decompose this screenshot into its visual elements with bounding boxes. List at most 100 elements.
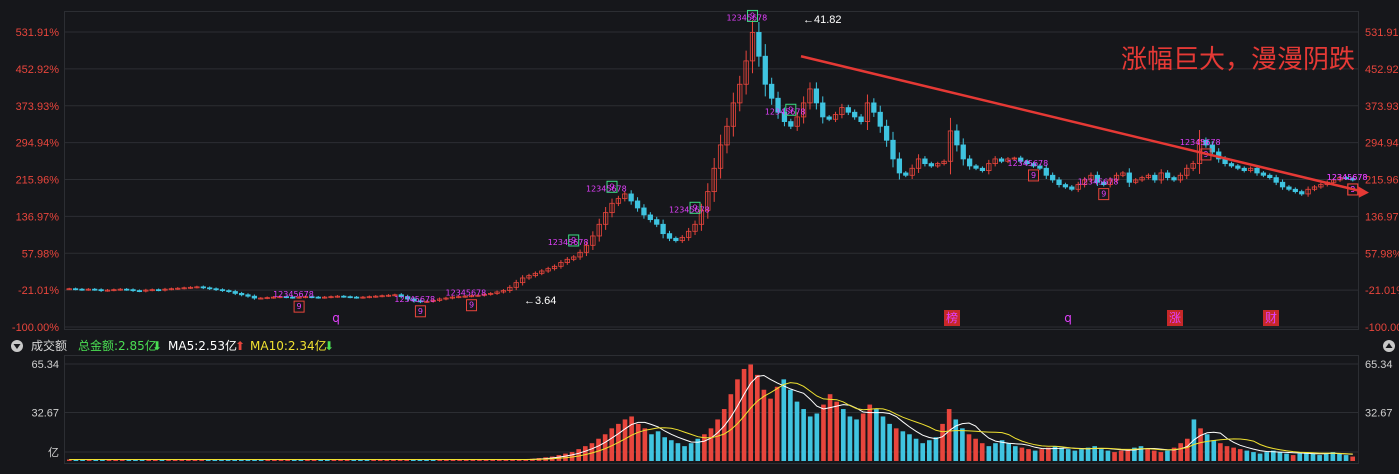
volume-bar	[1158, 452, 1164, 461]
y-tick-label: 215.96%	[1365, 175, 1399, 187]
up-arrow-icon: ⬆	[235, 339, 245, 353]
candle-body	[1050, 174, 1056, 181]
candle-body	[992, 158, 998, 165]
candle-body	[1305, 188, 1311, 195]
volume-bar	[397, 459, 403, 461]
candle-body	[928, 163, 934, 167]
candle-body	[72, 288, 79, 291]
candle-body	[481, 293, 487, 296]
volume-bar	[1065, 449, 1071, 461]
volume-bar	[840, 409, 846, 461]
td-marker-label: 9	[750, 11, 755, 20]
candle-body	[583, 244, 590, 253]
event-marker-label: q	[1064, 311, 1072, 325]
candle-body	[417, 300, 424, 303]
td-count-label: 12345678	[1008, 159, 1049, 168]
candle-body	[692, 223, 698, 232]
volume-bar	[834, 401, 840, 461]
volume-bars	[66, 364, 1356, 461]
candle-body	[1133, 179, 1139, 183]
candle-body	[111, 289, 117, 292]
volume-bar	[794, 401, 800, 461]
down-arrow-icon: ⬇	[324, 339, 334, 353]
candle-body	[673, 237, 679, 242]
td-marker-label: 9	[692, 203, 697, 212]
candle-body	[85, 288, 91, 291]
volume-bar	[728, 394, 734, 461]
volume-bar	[496, 459, 502, 461]
volume-bar	[1125, 449, 1131, 461]
volume-bar	[688, 443, 694, 461]
volume-bar	[1098, 449, 1104, 461]
candle-body	[1120, 172, 1126, 176]
volume-bar	[867, 404, 873, 461]
candle-body	[1343, 177, 1350, 180]
td-count-label: 12345678	[394, 295, 435, 304]
volume-bar	[900, 431, 906, 461]
candle-body	[1158, 172, 1164, 181]
volume-label: 成交额	[31, 338, 67, 353]
candle-body	[628, 193, 634, 202]
candle-body	[954, 130, 960, 146]
volume-tick-label: 32.67	[1365, 408, 1393, 420]
volume-bar	[761, 389, 767, 461]
volume-tick-label: 32.67	[31, 408, 59, 420]
candle-body	[488, 292, 494, 295]
candle-body	[245, 294, 251, 297]
y-tick-label: 136.97%	[1365, 211, 1399, 223]
y-axis-left: 531.91% 452.92% 373.93% 294.94% 215.96% 136.9…	[12, 27, 59, 334]
volume-bar	[516, 459, 522, 461]
candle-body	[392, 294, 398, 297]
volume-bar	[93, 459, 99, 461]
volume-bar	[1290, 455, 1296, 461]
volume-bar	[477, 459, 482, 461]
volume-bar	[702, 434, 707, 461]
candle-body	[1145, 174, 1152, 179]
candle-body	[724, 125, 730, 146]
candlestick-series	[66, 20, 1356, 304]
volume-bar	[1059, 447, 1064, 461]
candle-body	[660, 223, 666, 235]
event-marker-box	[1167, 310, 1183, 326]
volume-bar	[675, 443, 681, 461]
candle-body	[1235, 165, 1241, 169]
candle-body	[730, 102, 736, 127]
candle-body	[998, 158, 1005, 162]
volume-bar	[1072, 450, 1078, 461]
candle-body	[424, 300, 430, 303]
volume-bar	[1244, 450, 1250, 461]
candle-body	[839, 107, 845, 115]
volume-bar	[768, 398, 773, 461]
volume-bar	[973, 438, 978, 461]
td-marker-box	[414, 305, 426, 318]
ma10-line	[69, 382, 1353, 460]
volume-bar	[708, 428, 714, 461]
candle-body	[92, 288, 98, 291]
low-annotation: ←3.64	[524, 295, 556, 307]
td-marker-label: 9	[1031, 171, 1036, 180]
candle-body	[1286, 186, 1292, 190]
td-marker-box	[466, 299, 478, 312]
volume-bar	[642, 428, 648, 461]
volume-bar	[225, 459, 231, 461]
volume-bar	[311, 459, 317, 461]
candle-body	[162, 288, 168, 291]
candle-body	[1273, 177, 1279, 183]
y-tick-label: 294.94%	[1365, 138, 1399, 150]
volume-bar	[278, 459, 284, 461]
volume-bar	[285, 459, 290, 461]
y-tick-label: 452.92%	[16, 64, 60, 76]
candle-body	[871, 102, 877, 113]
volume-bar	[523, 459, 529, 461]
volume-bar	[86, 459, 92, 461]
volume-bar	[748, 364, 754, 461]
y-tick-label: 452.92%	[1365, 64, 1399, 76]
candle-body	[328, 296, 334, 299]
volume-bar	[920, 443, 926, 461]
candle-body	[219, 289, 226, 292]
volume-bar	[635, 423, 641, 461]
candle-body	[270, 296, 277, 299]
y-tick-label: -100.00%	[12, 322, 59, 334]
volume-bar	[847, 416, 853, 461]
volume-bar	[139, 459, 145, 461]
